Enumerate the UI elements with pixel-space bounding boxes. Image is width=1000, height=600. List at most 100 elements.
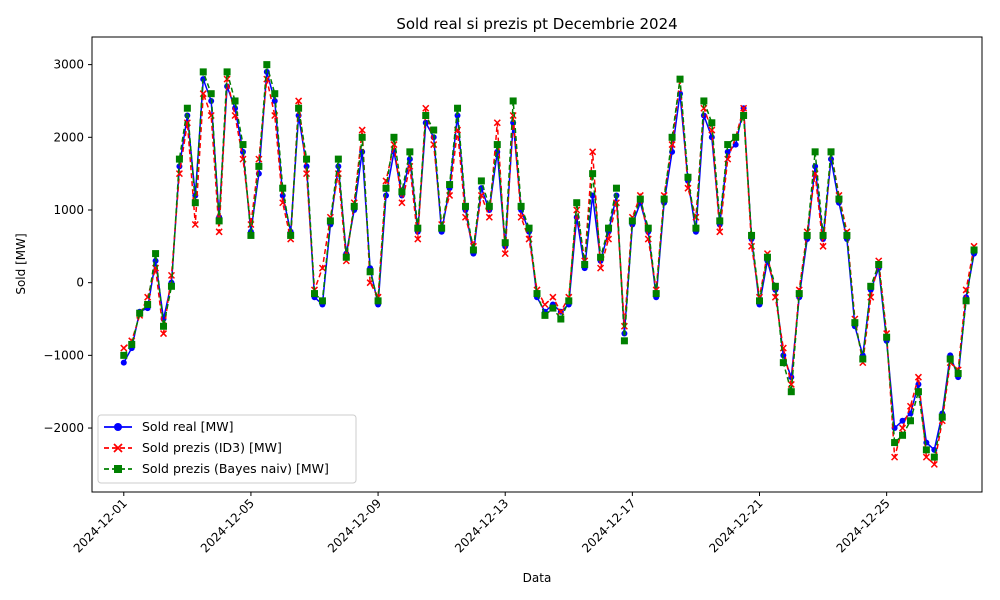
data-point [668, 141, 676, 149]
data-point [692, 224, 700, 232]
data-point [906, 402, 915, 410]
data-point [454, 104, 462, 112]
data-point [867, 282, 875, 290]
data-point [509, 97, 517, 105]
data-point [493, 141, 501, 149]
data-point [946, 355, 954, 363]
data-point [843, 231, 851, 239]
data-point [398, 188, 406, 196]
data-point [422, 111, 430, 119]
data-point [954, 370, 962, 378]
data-point [819, 231, 827, 239]
data-point [628, 217, 636, 225]
data-point [223, 68, 231, 76]
data-point [899, 424, 907, 432]
data-point [239, 141, 247, 149]
data-point [303, 163, 310, 170]
data-point [573, 199, 581, 207]
data-point [318, 264, 326, 272]
data-point [922, 446, 930, 454]
data-point [509, 111, 517, 120]
data-point [589, 170, 597, 178]
data-point [461, 202, 469, 210]
data-point [215, 217, 223, 225]
data-point [533, 290, 541, 298]
y-axis: −2000 −1000 0 1000 2000 3000 [43, 58, 92, 435]
data-point [724, 141, 732, 149]
data-point [676, 75, 684, 83]
data-point [183, 104, 191, 112]
plot-area [120, 61, 978, 468]
y-tick-label: 1000 [53, 203, 84, 217]
data-point [875, 261, 883, 268]
data-point [342, 253, 350, 261]
data-point [779, 359, 787, 367]
data-point [517, 213, 525, 221]
data-point [803, 231, 811, 239]
data-point [756, 297, 763, 305]
data-point [962, 297, 970, 305]
data-point [120, 344, 128, 352]
data-point [382, 184, 390, 192]
data-point [398, 199, 406, 207]
data-point [469, 246, 477, 254]
data-point [565, 297, 573, 305]
data-point [303, 170, 311, 178]
legend-swatch-real-marker [114, 423, 122, 431]
data-point [175, 170, 183, 178]
data-point [620, 322, 628, 330]
data-point [970, 246, 978, 254]
data-point [605, 224, 613, 232]
data-point [811, 148, 819, 156]
data-point [652, 290, 660, 298]
data-point [620, 337, 628, 345]
data-point [295, 104, 303, 112]
series-2 [120, 61, 978, 461]
data-point [740, 111, 748, 119]
data-point [859, 355, 867, 363]
data-point [279, 184, 287, 192]
data-point [716, 217, 724, 225]
data-point [263, 61, 271, 69]
y-axis-label: Sold [MW] [14, 233, 28, 294]
data-point [128, 340, 136, 348]
data-point [914, 373, 922, 381]
data-point [430, 126, 438, 134]
data-point [827, 148, 835, 156]
data-point [438, 224, 446, 232]
series-1 [120, 75, 978, 468]
data-point [549, 293, 557, 301]
data-point [668, 133, 676, 141]
data-point [159, 330, 168, 338]
data-point [740, 104, 748, 112]
data-point [231, 97, 239, 105]
data-point [867, 293, 875, 301]
data-point [207, 90, 215, 98]
data-point [922, 453, 930, 461]
data-point [485, 202, 493, 210]
data-point [525, 224, 533, 232]
data-point [414, 224, 422, 232]
legend-entry-bayes: Sold prezis (Bayes naiv) [MW] [104, 461, 329, 476]
data-point [350, 202, 358, 210]
data-point [271, 97, 278, 104]
data-point [446, 181, 454, 189]
data-point [660, 195, 668, 203]
data-point [597, 264, 605, 272]
chart-title: Sold real si prezis pt Decembrie 2024 [396, 15, 677, 33]
data-point [501, 239, 509, 247]
data-point [144, 300, 152, 308]
data-point [366, 268, 374, 276]
data-point [597, 253, 605, 261]
data-point [501, 250, 509, 258]
data-point [541, 300, 549, 309]
data-point [406, 148, 414, 156]
data-point [477, 177, 485, 185]
legend-entry-real: Sold real [MW] [104, 419, 234, 434]
data-point [303, 155, 311, 163]
data-point [883, 333, 891, 341]
data-point [318, 297, 326, 305]
y-tick-label: −2000 [43, 421, 84, 435]
data-point [716, 228, 724, 236]
